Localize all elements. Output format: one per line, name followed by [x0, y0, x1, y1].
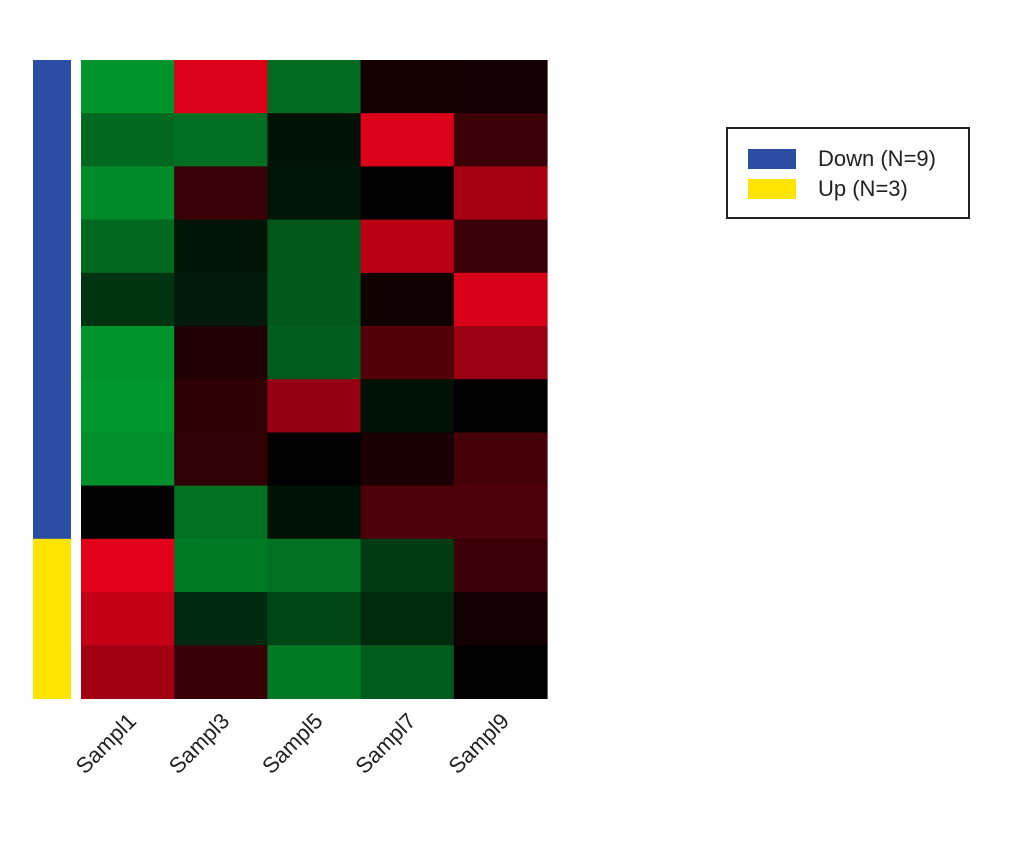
heatmap-cell: [267, 326, 362, 380]
heatmap-cell: [360, 432, 455, 487]
heatmap-cell: [453, 219, 548, 274]
heatmap-cell: [453, 592, 548, 646]
heatmap-cell: [267, 219, 362, 274]
annotation-cell-down: [33, 379, 71, 433]
heatmap-cell: [174, 219, 268, 274]
heatmap-cell: [360, 113, 455, 167]
heatmap-cell: [174, 272, 268, 327]
x-axis-tick-labels: Sampl1 Sampl3 Sampl5 Sampl7 Sampl9: [71, 708, 514, 778]
x-tick-label: Sampl5: [257, 708, 327, 778]
heatmap-cell: [360, 592, 455, 646]
annotation-cell-down: [33, 272, 71, 327]
heatmap-cell: [453, 272, 548, 327]
legend: Down (N=9) Up (N=3) const data = JSON.pa…: [726, 127, 970, 219]
legend-label-up: Up (N=3): [818, 176, 908, 201]
heatmap-grid: [81, 60, 548, 699]
heatmap-cell: [360, 379, 455, 433]
heatmap-cell: [81, 219, 175, 274]
heatmap-cell: [267, 645, 362, 699]
heatmap-cell: [453, 485, 548, 540]
heatmap-cell: [81, 326, 175, 380]
annotation-cell-down: [33, 166, 71, 221]
heatmap-cell: [453, 379, 548, 433]
heatmap-cell: [453, 113, 548, 167]
legend-item-up: Up (N=3): [748, 176, 908, 201]
legend-item-down: Down (N=9): [748, 146, 936, 171]
heatmap-cell: [81, 60, 175, 114]
heatmap-cell: [81, 379, 175, 433]
annotation-cell-down: [33, 60, 71, 114]
heatmap-cell: [267, 272, 362, 327]
heatmap-cell: [174, 538, 268, 593]
heatmap-cell: [267, 592, 362, 646]
heatmap-cell: [453, 166, 548, 221]
heatmap-cell: [81, 645, 175, 699]
legend-swatch-down: [748, 149, 796, 169]
heatmap-cell: [174, 60, 268, 114]
heatmap-cell: [174, 645, 268, 699]
heatmap-cell: [174, 432, 268, 487]
annotation-cell-down: [33, 113, 71, 167]
heatmap-cell: [81, 272, 175, 327]
heatmap-cell: [174, 113, 268, 167]
annotation-cell-up: [33, 592, 71, 646]
heatmap-cell: [81, 166, 175, 221]
heatmap-cell: [360, 219, 455, 274]
annotation-cell-down: [33, 432, 71, 487]
heatmap-cell: [174, 326, 268, 380]
row-annotation-bar: [33, 60, 71, 699]
x-tick-label: Sampl1: [71, 708, 141, 778]
heatmap-cell: [453, 60, 548, 114]
heatmap-cell: [453, 432, 548, 487]
annotation-cell-down: [33, 219, 71, 274]
annotation-cell-up: [33, 538, 71, 593]
heatmap-cell: [174, 379, 268, 433]
heatmap-cell: [360, 166, 455, 221]
heatmap-cell: [81, 113, 175, 167]
heatmap-cell: [360, 326, 455, 380]
legend-swatch-up: [748, 179, 796, 199]
annotation-cell-down: [33, 326, 71, 380]
heatmap-cell: [453, 645, 548, 699]
x-tick-label: Sampl7: [350, 708, 420, 778]
heatmap-cell: [81, 485, 175, 540]
heatmap-cell: [81, 592, 175, 646]
x-tick-label: Sampl3: [164, 708, 234, 778]
heatmap-cell: [360, 645, 455, 699]
heatmap-cell: [360, 538, 455, 593]
heatmap-cell: [267, 113, 362, 167]
heatmap-cell: [360, 60, 455, 114]
legend-label-down: Down (N=9): [818, 146, 936, 171]
heatmap-cell: [267, 166, 362, 221]
heatmap-cell: [267, 60, 362, 114]
heatmap-cell: [81, 538, 175, 593]
heatmap-cell: [174, 166, 268, 221]
heatmap-cell: [360, 272, 455, 327]
heatmap-cell: [453, 326, 548, 380]
annotation-cell-up: [33, 645, 71, 699]
heatmap-cell: [267, 379, 362, 433]
heatmap-cell: [174, 592, 268, 646]
heatmap-cell: [174, 485, 268, 540]
heatmap-cell: [267, 485, 362, 540]
annotation-cell-down: [33, 485, 71, 540]
heatmap-cell: [81, 432, 175, 487]
heatmap-cell: [267, 432, 362, 487]
heatmap-cell: [453, 538, 548, 593]
x-tick-label: Sampl9: [444, 708, 514, 778]
heatmap-cell: [267, 538, 362, 593]
heatmap-cell: [360, 485, 455, 540]
